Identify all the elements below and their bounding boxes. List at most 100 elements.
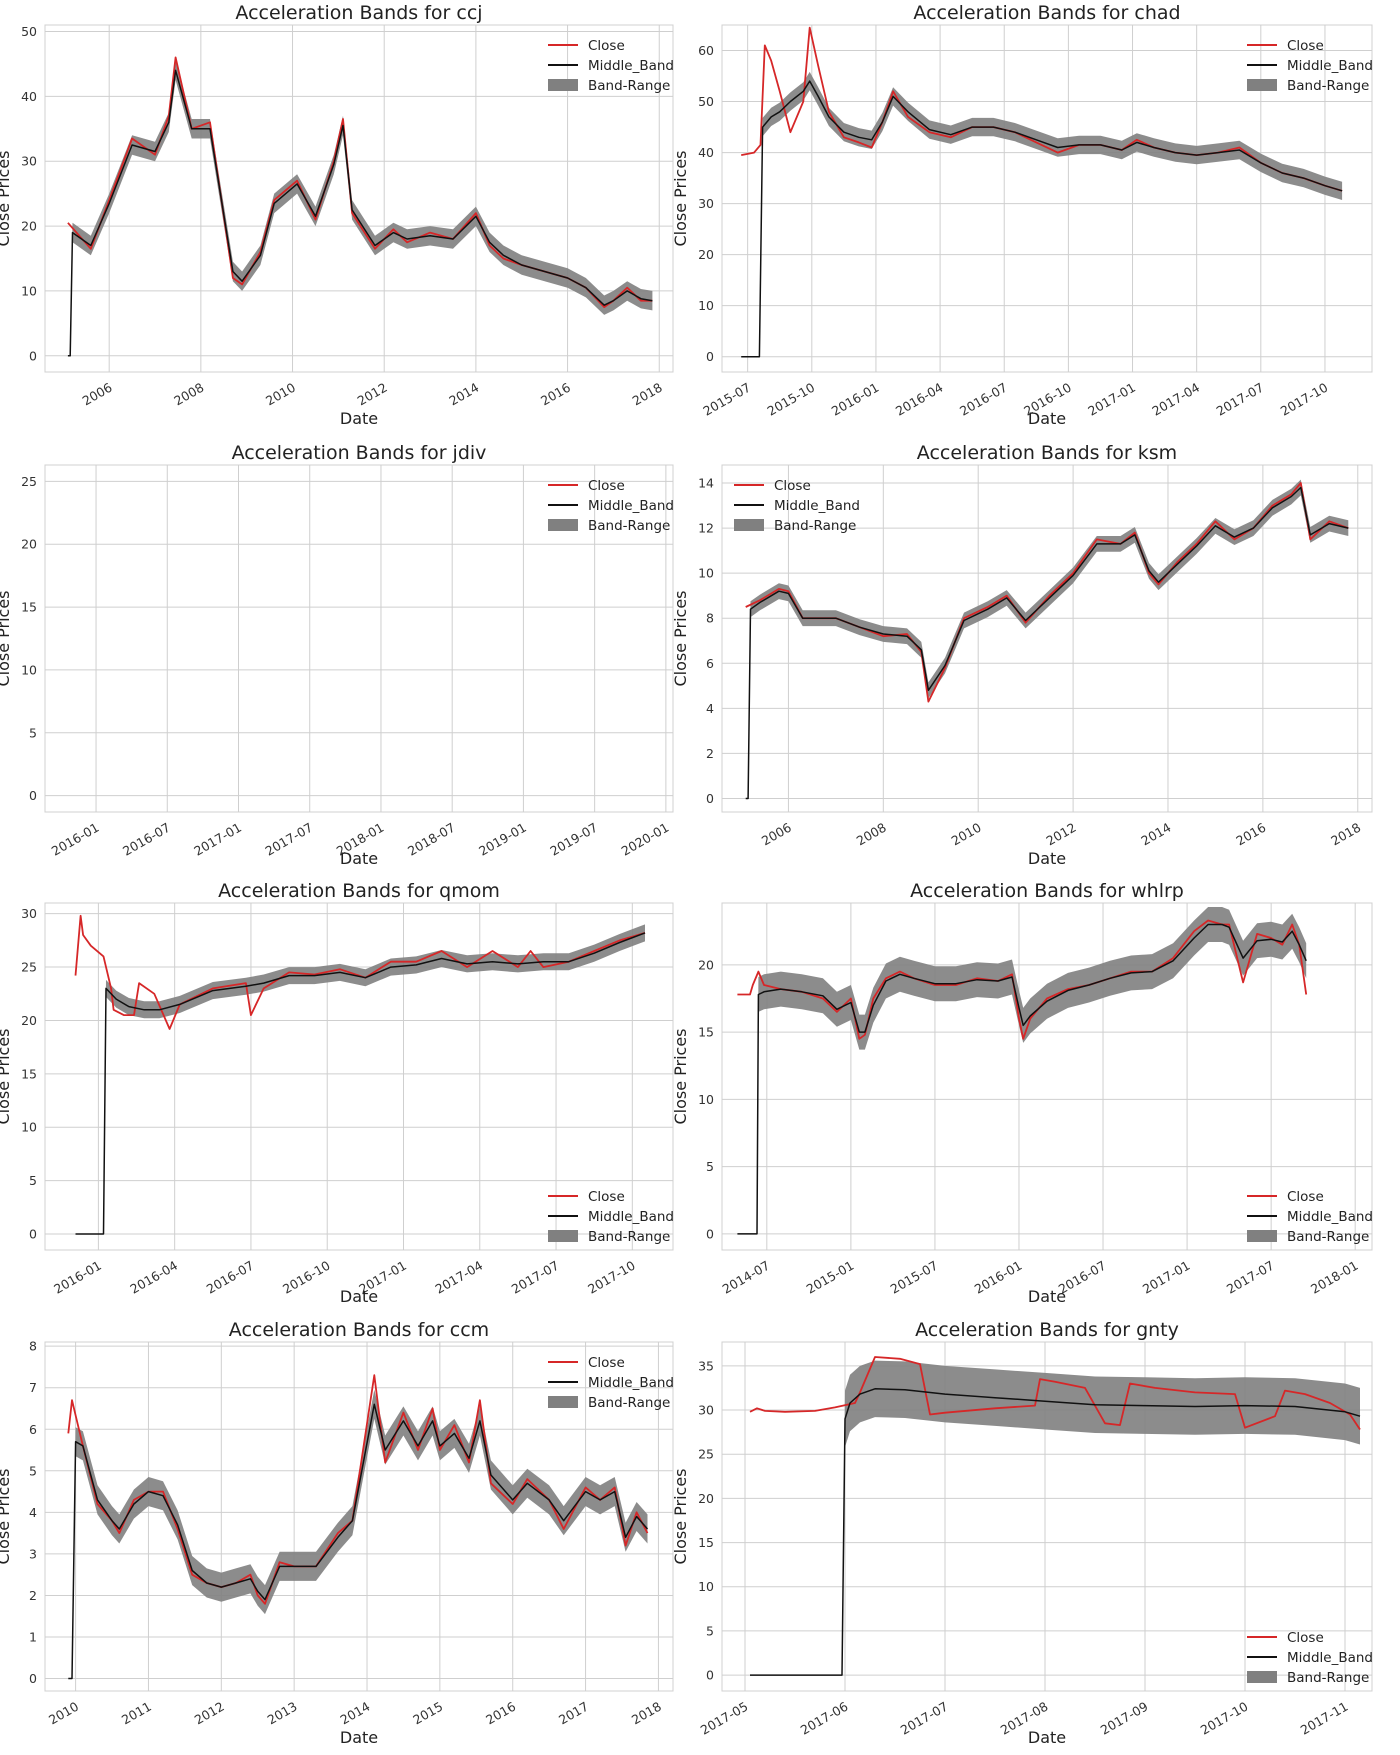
legend-middle-band-label: Middle_Band bbox=[588, 498, 674, 514]
x-axis-label: Date bbox=[1028, 849, 1066, 868]
x-tick-label: 2014 bbox=[337, 1699, 372, 1728]
x-tick-label: 2006 bbox=[80, 380, 115, 409]
legend-band-swatch bbox=[1247, 1671, 1277, 1683]
y-tick-label: 50 bbox=[698, 94, 714, 109]
x-tick-label: 2016 bbox=[1233, 820, 1268, 849]
x-axis-label: Date bbox=[1028, 1287, 1066, 1306]
legend-close-label: Close bbox=[1287, 1189, 1324, 1205]
y-axis-label: Close Prices bbox=[671, 150, 690, 246]
x-tick-label: 2016-04 bbox=[893, 380, 946, 419]
x-tick-label: 2019-07 bbox=[547, 820, 600, 859]
x-tick-label: 2017-09 bbox=[1098, 1699, 1151, 1738]
chart-title: Acceleration Bands for ccm bbox=[229, 1319, 489, 1341]
x-tick-label: 2017-05 bbox=[698, 1699, 751, 1738]
legend: Close Middle_Band Band-Range bbox=[548, 1189, 674, 1245]
legend-close-label: Close bbox=[1287, 1630, 1324, 1646]
x-tick-label: 2008 bbox=[854, 820, 889, 849]
legend-close-label: Close bbox=[774, 478, 811, 494]
x-tick-label: 2015-01 bbox=[804, 1258, 857, 1297]
y-tick-label: 0 bbox=[29, 1671, 37, 1686]
x-tick-label: 2014 bbox=[1138, 820, 1173, 849]
legend-close-label: Close bbox=[1287, 38, 1324, 54]
legend-band-range-label: Band-Range bbox=[1287, 1670, 1369, 1686]
x-tick-label: 2008 bbox=[171, 380, 206, 409]
y-tick-label: 15 bbox=[21, 600, 37, 615]
x-tick-label: 2010 bbox=[46, 1699, 81, 1728]
y-tick-label: 0 bbox=[706, 1668, 714, 1683]
series-group bbox=[67, 1374, 649, 1680]
band-range-area bbox=[750, 1360, 1360, 1676]
legend-close-label: Close bbox=[588, 478, 625, 494]
middle-band-line bbox=[737, 923, 1307, 1235]
x-tick-label: 2012 bbox=[1044, 820, 1079, 849]
chart-panel-6: 2010 2011 2012 2013 2014 2015 2016 2017 2018 0 1 2 3… bbox=[0, 1319, 674, 1747]
y-tick-label: 7 bbox=[29, 1380, 37, 1395]
x-tick-label: 2016 bbox=[483, 1699, 518, 1728]
y-tick-label: 15 bbox=[698, 1535, 714, 1550]
y-tick-label: 15 bbox=[21, 1066, 37, 1081]
middle-band-line bbox=[75, 932, 646, 1235]
y-tick-label: 14 bbox=[698, 476, 714, 491]
y-tick-label: 25 bbox=[21, 960, 37, 975]
middle-band-line bbox=[67, 69, 653, 357]
legend-middle-band-label: Middle_Band bbox=[774, 498, 860, 514]
x-tick-label: 2016-07 bbox=[204, 1258, 257, 1297]
series-group bbox=[67, 56, 653, 357]
x-axis-label: Date bbox=[340, 1287, 378, 1306]
x-tick-label: 2018-07 bbox=[405, 820, 458, 859]
legend-middle-band-label: Middle_Band bbox=[1287, 1209, 1373, 1225]
x-tick-label: 2018-01 bbox=[1308, 1258, 1361, 1297]
chart-title: Acceleration Bands for ksm bbox=[917, 442, 1177, 464]
plot-area bbox=[44, 464, 674, 813]
chart-panel-0: 2006 2008 2010 2012 2014 2016 2018 0 10 20 30 40 50 A… bbox=[0, 2, 674, 428]
x-tick-label: 2012 bbox=[192, 1699, 227, 1728]
x-tick-label: 2018 bbox=[629, 1699, 664, 1728]
x-tick-label: 2017-07 bbox=[1214, 380, 1267, 419]
y-tick-label: 35 bbox=[698, 1358, 714, 1373]
y-axis-label: Close Prices bbox=[0, 1028, 13, 1124]
x-tick-label: 2016-07 bbox=[120, 820, 173, 859]
y-tick-label: 0 bbox=[706, 791, 714, 806]
y-tick-label: 20 bbox=[21, 537, 37, 552]
x-tick-label: 2016-04 bbox=[127, 1258, 180, 1297]
y-tick-label: 0 bbox=[29, 788, 37, 803]
y-tick-label: 30 bbox=[698, 1403, 714, 1418]
y-tick-label: 10 bbox=[21, 662, 37, 677]
y-tick-label: 0 bbox=[706, 349, 714, 364]
x-axis-label: Date bbox=[340, 849, 378, 868]
series-group bbox=[741, 26, 1343, 358]
y-axis-label: Close Prices bbox=[0, 590, 13, 686]
band-range-area bbox=[68, 1389, 648, 1679]
y-tick-label: 10 bbox=[698, 1092, 714, 1107]
chart-title: Acceleration Bands for jdiv bbox=[232, 442, 487, 464]
x-axis-label: Date bbox=[340, 409, 378, 428]
chart-panel-2: 2016-01 2016-07 2017-01 2017-07 2018-01 2018-… bbox=[0, 442, 674, 868]
legend-close-label: Close bbox=[588, 1355, 625, 1371]
plot-area bbox=[44, 1341, 674, 1692]
y-tick-label: 10 bbox=[698, 1579, 714, 1594]
y-tick-label: 0 bbox=[29, 348, 37, 363]
legend-band-swatch bbox=[1247, 1230, 1277, 1242]
x-tick-label: 2017-04 bbox=[1149, 380, 1202, 419]
legend-middle-band-label: Middle_Band bbox=[1287, 58, 1373, 74]
chart-title: Acceleration Bands for gnty bbox=[915, 1319, 1179, 1341]
legend-band-swatch bbox=[548, 79, 578, 91]
legend: Close Middle_Band Band-Range bbox=[734, 478, 860, 534]
x-tick-label: 2011 bbox=[119, 1699, 154, 1728]
band-range-area bbox=[741, 71, 1343, 357]
x-tick-label: 2017-10 bbox=[1278, 380, 1331, 419]
y-tick-label: 0 bbox=[706, 1226, 714, 1241]
series-group bbox=[737, 907, 1308, 1235]
x-axis-label: Date bbox=[340, 1728, 378, 1747]
x-tick-label: 2016-01 bbox=[49, 820, 102, 859]
x-tick-label: 2018 bbox=[630, 380, 665, 409]
middle-band-line bbox=[68, 1403, 649, 1680]
x-tick-label: 2017-07 bbox=[898, 1699, 951, 1738]
legend-band-range-label: Band-Range bbox=[588, 1229, 670, 1245]
x-tick-label: 2010 bbox=[263, 380, 298, 409]
plot-area bbox=[44, 24, 674, 373]
y-axis-label: Close Prices bbox=[671, 590, 690, 686]
y-tick-label: 30 bbox=[21, 906, 37, 921]
legend: Close Middle_Band Band-Range bbox=[548, 478, 674, 534]
legend: Close Middle_Band Band-Range bbox=[548, 1355, 674, 1411]
